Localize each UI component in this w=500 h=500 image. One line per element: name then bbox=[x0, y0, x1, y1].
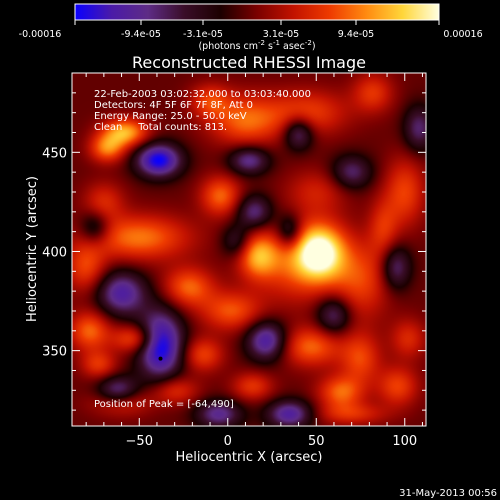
x-tick-label-0: −50 bbox=[126, 434, 153, 449]
colorbar-units-sup1: -2 bbox=[258, 39, 265, 47]
plot-frame bbox=[71, 72, 427, 427]
colorbar: -0.00016 -9.4e-05 -3.1e-05 3.1e-05 9.4e-… bbox=[19, 3, 483, 52]
axis-ticks bbox=[72, 73, 426, 426]
footer-date: 31-May-2013 00:56 bbox=[399, 488, 497, 499]
colorbar-units-asec: asec bbox=[280, 41, 305, 52]
colorbar-units-sup2: -1 bbox=[273, 39, 280, 47]
overlay-detectors: Detectors: 4F 5F 6F 7F 8F, Att 0 bbox=[94, 100, 253, 111]
colorbar-units-sup3: -2 bbox=[305, 39, 312, 47]
colorbar-units-suffix: ) bbox=[312, 41, 316, 52]
x-axis-title: Heliocentric X (arcsec) bbox=[176, 450, 323, 465]
colorbar-tick-label-0: -0.00016 bbox=[19, 29, 62, 40]
overlay-time-range: 22-Feb-2003 03:02:32.000 to 03:03:40.000 bbox=[94, 89, 311, 100]
x-tick-label-3: 100 bbox=[392, 434, 417, 449]
colorbar-tick-label-4: 9.4e-05 bbox=[338, 29, 374, 40]
colorbar-tick-label-1: -9.4e-05 bbox=[121, 29, 161, 40]
x-tick-label-1: 0 bbox=[224, 434, 232, 449]
y-tick-label-1: 400 bbox=[42, 245, 67, 260]
chart-title: Reconstructed RHESSI Image bbox=[132, 53, 366, 72]
colorbar-gradient bbox=[74, 3, 440, 21]
colorbar-units: (photons cm-2 s-1 asec-2) bbox=[198, 39, 315, 52]
heatmap-image bbox=[72, 73, 426, 426]
plot-area bbox=[71, 72, 427, 427]
heatmap-image-container bbox=[72, 73, 426, 426]
colorbar-tick-label-3: 3.1e-05 bbox=[263, 29, 299, 40]
colorbar-units-mid: s bbox=[265, 41, 273, 52]
overlay-annotation: 22-Feb-2003 03:02:32.000 to 03:03:40.000… bbox=[94, 89, 311, 410]
y-axis-title: Heliocentric Y (arcsec) bbox=[25, 176, 40, 322]
x-tick-label-2: 50 bbox=[308, 434, 325, 449]
overlay-clean-counts: Clean Total counts: 813. bbox=[94, 122, 227, 133]
overlay-peak-position: Position of Peak = [-64,490] bbox=[94, 399, 234, 410]
colorbar-units-prefix: (photons cm bbox=[198, 41, 258, 52]
y-tick-label-0: 350 bbox=[42, 345, 67, 360]
peak-marker bbox=[158, 356, 163, 361]
colorbar-tick-label-2: -3.1e-05 bbox=[183, 29, 223, 40]
colorbar-tick-label-5: 0.00016 bbox=[443, 29, 482, 40]
y-tick-label-2: 450 bbox=[42, 146, 67, 161]
overlay-energy-range: Energy Range: 25.0 - 50.0 keV bbox=[94, 111, 247, 122]
colorbar-ticks bbox=[74, 20, 440, 25]
